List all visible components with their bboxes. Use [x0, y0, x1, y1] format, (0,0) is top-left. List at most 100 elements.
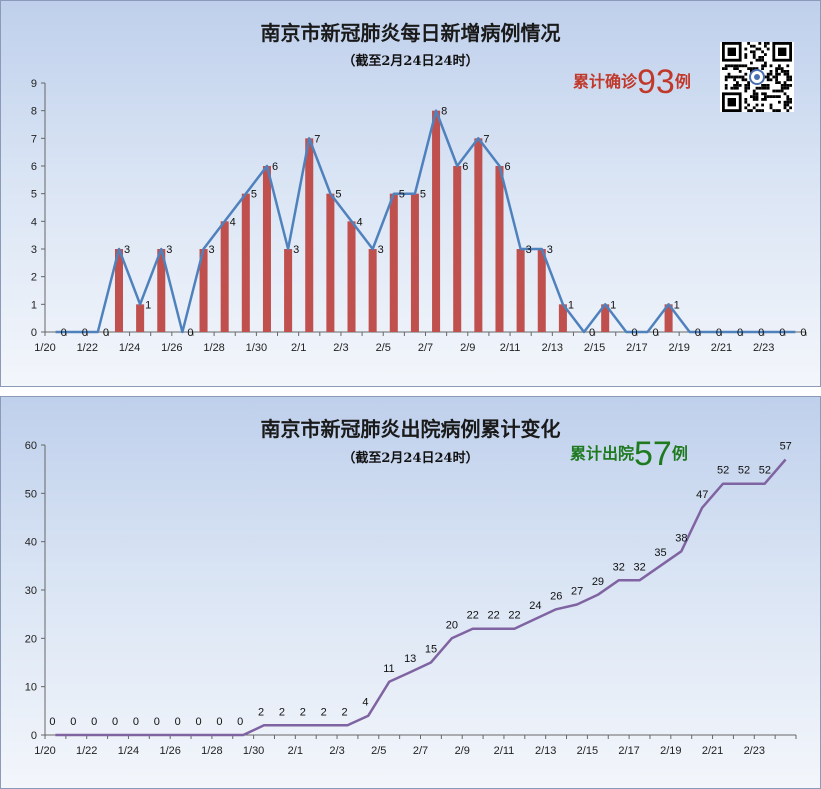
x-tick-label: 2/3	[329, 745, 344, 757]
x-tick-label: 2/21	[702, 745, 723, 757]
qr-module	[783, 84, 787, 87]
qr-module	[775, 70, 778, 73]
daily-new-cases-panel: 0 1 2 3 4 5 6 7 8 9 1/20 1/22 1/24 1/26 1/28 1/30 2/1 2/3…	[0, 0, 821, 387]
x-tick-label: 2/3	[333, 342, 348, 354]
qr-module	[786, 84, 790, 87]
x-tick-label: 2/11	[494, 745, 515, 757]
data-label: 15	[425, 644, 437, 656]
data-label: 0	[589, 327, 595, 339]
qr-module	[730, 64, 734, 68]
bar	[220, 221, 229, 332]
data-label: 2	[341, 706, 347, 718]
data-label: 22	[508, 610, 520, 622]
data-label: 0	[82, 327, 88, 339]
qr-module	[755, 92, 759, 96]
x-tick-label: 1/24	[119, 342, 140, 354]
qr-module	[778, 64, 781, 68]
qr-module	[775, 78, 778, 82]
data-label: 5	[420, 189, 426, 201]
qr-module	[769, 70, 773, 73]
qr-module	[738, 64, 742, 68]
data-label: 0	[652, 327, 658, 339]
data-label: 0	[758, 327, 764, 339]
qr-module	[736, 67, 739, 70]
data-label: 3	[526, 244, 532, 256]
qr-module	[724, 64, 728, 68]
qr-module	[741, 75, 745, 79]
qr-module	[786, 86, 790, 90]
chart-subtitle: （截至2月24日24时）	[342, 451, 479, 466]
qr-module	[733, 78, 736, 82]
series-line	[55, 109, 796, 334]
y-tick-label: 30	[25, 585, 37, 597]
qr-module	[744, 78, 748, 82]
qr-module	[775, 109, 778, 112]
data-label: 1	[145, 299, 151, 311]
data-label: 0	[91, 716, 97, 728]
qr-module	[764, 44, 767, 48]
data-label: 24	[529, 600, 541, 612]
data-label: 0	[716, 327, 722, 339]
qr-module	[750, 67, 753, 70]
qr-module	[783, 86, 787, 90]
data-label: 6	[462, 161, 468, 173]
data-label: 13	[404, 653, 416, 665]
y-tick-label: 10	[25, 682, 37, 694]
data-label: 0	[695, 327, 701, 339]
x-tick-label: 2/21	[711, 342, 732, 354]
qr-module	[789, 106, 792, 110]
qr-module	[755, 98, 759, 101]
bar	[368, 249, 377, 332]
qr-module	[769, 103, 773, 107]
chart-subtitle: （截至2月24日24时）	[342, 54, 479, 69]
qr-module	[761, 56, 764, 59]
qr-module	[778, 67, 781, 70]
x-tick-label: 1/22	[77, 342, 98, 354]
qr-module	[727, 75, 731, 79]
qr-module	[758, 58, 762, 62]
qr-module	[758, 42, 762, 45]
y-tick-label: 20	[25, 633, 37, 645]
y-tick-label: 4	[31, 216, 37, 228]
qr-module	[772, 95, 776, 98]
qr-module	[786, 75, 790, 79]
qr-module	[747, 67, 750, 70]
qr-module	[778, 81, 781, 84]
qr-module	[786, 109, 790, 112]
qr-module	[752, 98, 756, 101]
qr-module	[722, 67, 725, 70]
qr-module	[744, 106, 748, 110]
data-label: 0	[779, 327, 785, 339]
bar	[326, 193, 335, 332]
qr-module	[761, 67, 764, 70]
y-tick-label: 0	[31, 730, 37, 742]
qr-module	[724, 67, 728, 70]
qr-module	[738, 84, 742, 87]
qr-module	[736, 75, 739, 79]
data-label: 2	[321, 706, 327, 718]
qr-module	[778, 89, 781, 93]
qr-module	[766, 95, 770, 98]
data-label: 6	[504, 161, 510, 173]
data-label: 2	[300, 706, 306, 718]
y-tick-label: 50	[25, 488, 37, 500]
bar	[157, 249, 166, 332]
y-tick-label: 0	[31, 327, 37, 339]
qr-module	[780, 84, 784, 87]
qr-module	[772, 109, 776, 112]
x-tick-label: 1/30	[243, 745, 264, 757]
qr-module	[752, 92, 756, 96]
y-tick-label: 40	[25, 537, 37, 549]
qr-module	[752, 67, 756, 70]
data-label: 0	[216, 716, 222, 728]
data-label: 3	[378, 244, 384, 256]
qr-module	[755, 58, 759, 62]
qr-module	[764, 84, 767, 87]
qr-module	[747, 42, 750, 45]
qr-module	[755, 109, 759, 112]
bar	[495, 166, 504, 332]
qr-module	[786, 64, 790, 68]
data-label: 0	[195, 716, 201, 728]
qr-module	[766, 86, 770, 90]
